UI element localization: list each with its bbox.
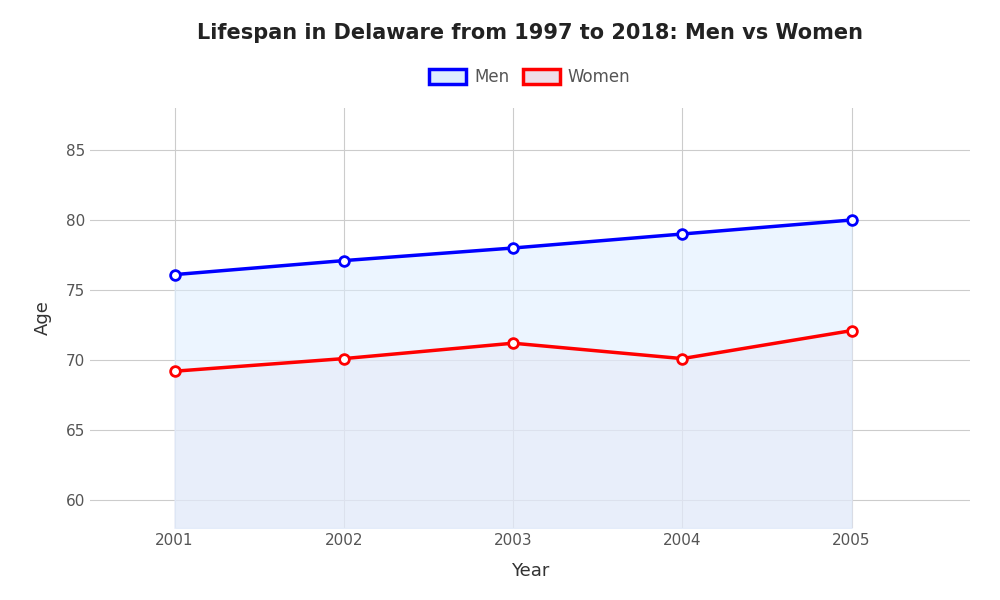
Y-axis label: Age: Age bbox=[34, 301, 52, 335]
Title: Lifespan in Delaware from 1997 to 2018: Men vs Women: Lifespan in Delaware from 1997 to 2018: … bbox=[197, 23, 863, 43]
Legend: Men, Women: Men, Women bbox=[423, 62, 637, 93]
X-axis label: Year: Year bbox=[511, 562, 549, 580]
